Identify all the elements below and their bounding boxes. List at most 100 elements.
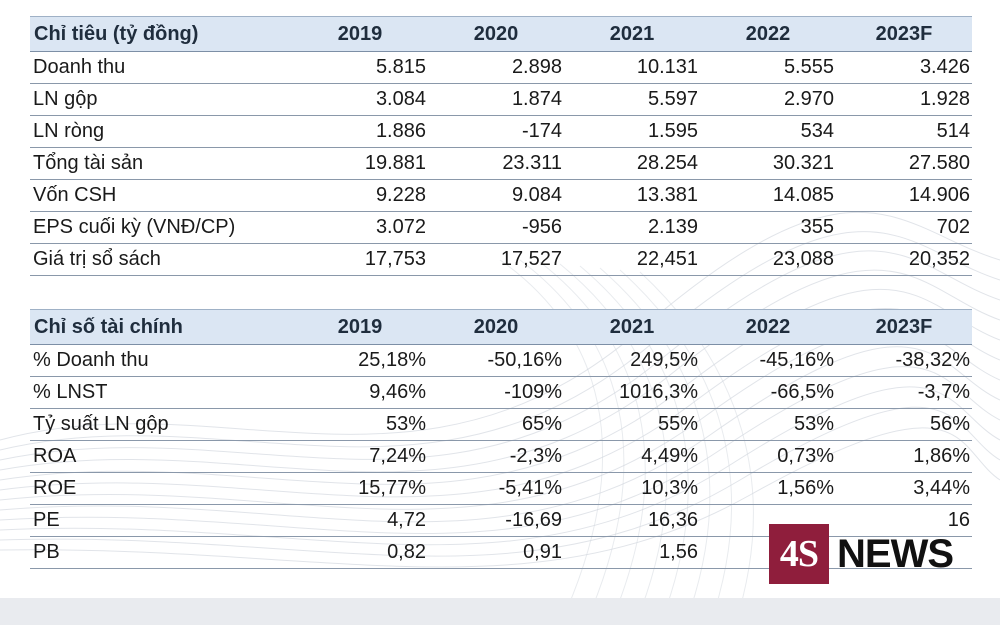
column-header: 2019 [292,309,428,345]
column-header: 2023F [836,16,972,52]
table-cell: 16 [836,504,972,537]
table-cell: 9,46% [292,376,428,409]
table-row: EPS cuối kỳ (VNĐ/CP) 3.072 -956 2.139 35… [30,211,972,244]
table-row: ROA 7,24% -2,3% 4,49% 0,73% 1,86% [30,440,972,473]
row-label: Giá trị sổ sách [30,243,292,276]
table-cell: 14.906 [836,179,972,212]
row-label: EPS cuối kỳ (VNĐ/CP) [30,211,292,244]
table-cell: 28.254 [564,147,700,180]
table-cell: 534 [700,115,836,148]
table-cell: 23.311 [428,147,564,180]
row-label: Vốn CSH [30,179,292,212]
table-cell: 19.881 [292,147,428,180]
table-cell: -50,16% [428,344,564,377]
table-cell: 5.597 [564,83,700,116]
table-cell: -38,32% [836,344,972,377]
column-header: 2021 [564,16,700,52]
table-cell: 3.084 [292,83,428,116]
table-cell: 1.874 [428,83,564,116]
table-cell: 3.426 [836,51,972,84]
table-cell: 249,5% [564,344,700,377]
table-cell: 2.970 [700,83,836,116]
table-cell: 355 [700,211,836,244]
table-cell: -45,16% [700,344,836,377]
table-cell: 17,753 [292,243,428,276]
table-cell: 0,91 [428,536,564,569]
table-cell: 15,77% [292,472,428,505]
table-cell: 3.072 [292,211,428,244]
table-cell: -66,5% [700,376,836,409]
table-cell: 2.898 [428,51,564,84]
table-cell: 7,24% [292,440,428,473]
table-cell: 4,49% [564,440,700,473]
table-cell: 2.139 [564,211,700,244]
table-row: Tổng tài sản 19.881 23.311 28.254 30.321… [30,147,972,180]
logo-mark: 4S [769,524,829,584]
table-cell: 1.928 [836,83,972,116]
table-cell: 55% [564,408,700,441]
table-cell: 53% [700,408,836,441]
column-header: 2021 [564,309,700,345]
table-cell: 10,3% [564,472,700,505]
table-header-row: Chỉ tiêu (tỷ đồng) 2019 2020 2021 2022 2… [30,16,972,52]
table-cell: -109% [428,376,564,409]
column-header: Chỉ số tài chính [30,309,292,345]
table-row: LN gộp 3.084 1.874 5.597 2.970 1.928 [30,83,972,116]
table-cell: -3,7% [836,376,972,409]
column-header: 2019 [292,16,428,52]
table-cell: 1016,3% [564,376,700,409]
table-row: % LNST 9,46% -109% 1016,3% -66,5% -3,7% [30,376,972,409]
table-cell: 9.228 [292,179,428,212]
table-cell: -5,41% [428,472,564,505]
table-header-row: Chỉ số tài chính 2019 2020 2021 2022 202… [30,309,972,345]
table-cell: 30.321 [700,147,836,180]
table-cell: 1,56 [564,536,700,569]
income-indicators-table: Chỉ tiêu (tỷ đồng) 2019 2020 2021 2022 2… [30,16,972,276]
table-row: Doanh thu 5.815 2.898 10.131 5.555 3.426 [30,51,972,84]
column-header: 2020 [428,16,564,52]
table-cell: 22,451 [564,243,700,276]
row-label: PB [30,536,292,569]
table-row: PB 0,82 0,91 1,56 [30,536,972,569]
row-label: Doanh thu [30,51,292,84]
row-label: ROA [30,440,292,473]
table-cell: 25,18% [292,344,428,377]
table-row: PE 4,72 -16,69 16,36 16 [30,504,972,537]
table-cell: 17,527 [428,243,564,276]
table-row: Tỷ suất LN gộp 53% 65% 55% 53% 56% [30,408,972,441]
table-cell: 65% [428,408,564,441]
table-cell: 4,72 [292,504,428,537]
column-header: Chỉ tiêu (tỷ đồng) [30,16,292,52]
row-label: % LNST [30,376,292,409]
table-row: % Doanh thu 25,18% -50,16% 249,5% -45,16… [30,344,972,377]
row-label: LN ròng [30,115,292,148]
table-cell: 9.084 [428,179,564,212]
row-label: Tổng tài sản [30,147,292,180]
logo-text: NEWS [837,531,954,576]
table-cell: -16,69 [428,504,564,537]
bottom-band [0,598,1000,625]
financial-ratios-table: Chỉ số tài chính 2019 2020 2021 2022 202… [30,309,972,569]
table-cell: 1,56% [700,472,836,505]
table-cell: 1.595 [564,115,700,148]
table-row: ROE 15,77% -5,41% 10,3% 1,56% 3,44% [30,472,972,505]
table-row: Vốn CSH 9.228 9.084 13.381 14.085 14.906 [30,179,972,212]
column-header: 2022 [700,309,836,345]
table-cell: 20,352 [836,243,972,276]
row-label: ROE [30,472,292,505]
column-header: 2023F [836,309,972,345]
table-cell: 13.381 [564,179,700,212]
table-cell: 53% [292,408,428,441]
table-cell: 23,088 [700,243,836,276]
row-label: Tỷ suất LN gộp [30,408,292,441]
table-cell: 0,82 [292,536,428,569]
table-cell: -956 [428,211,564,244]
table-cell: 702 [836,211,972,244]
4snews-watermark-logo: 4S NEWS [769,524,979,584]
column-header: 2020 [428,309,564,345]
table-cell: 5.815 [292,51,428,84]
table-cell: 27.580 [836,147,972,180]
row-label: % Doanh thu [30,344,292,377]
table-cell: 1.886 [292,115,428,148]
table-cell: 1,86% [836,440,972,473]
